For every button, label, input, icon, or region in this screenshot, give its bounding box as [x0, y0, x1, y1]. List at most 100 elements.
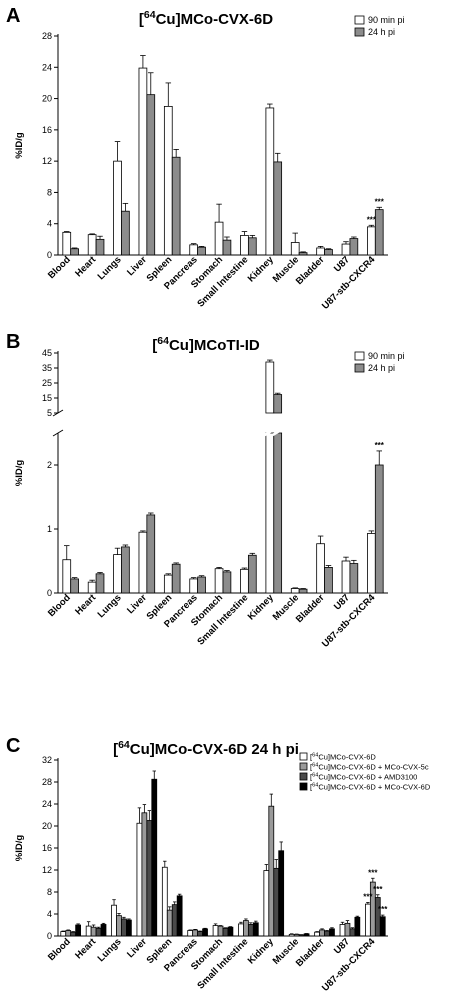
chart-title-prefix: [ — [152, 337, 157, 354]
bar — [278, 850, 285, 937]
bar — [163, 574, 173, 594]
bar — [187, 930, 194, 937]
category-label: Bladder — [294, 936, 327, 969]
bar — [324, 249, 333, 256]
bar — [121, 546, 130, 594]
legend-label-sup: 64 — [312, 753, 318, 759]
legend-label-suffix: Cu]MCo-CVX-6D + MCo-CVX-6D — [318, 783, 430, 792]
y-tick-label: 0 — [47, 588, 52, 598]
category-label: Heart — [73, 936, 99, 962]
legend-label-prefix: [ — [310, 753, 313, 762]
y-tick-label: 28 — [42, 777, 52, 787]
bar — [146, 820, 153, 937]
y-tick-label: 8 — [47, 887, 52, 897]
panel-B: B [64Cu]MCoTI-ID515253545012%ID/g***Blood… — [6, 331, 405, 650]
bar — [374, 464, 384, 594]
bar — [263, 870, 270, 937]
bar — [138, 67, 148, 256]
legend-label: 24 h pi — [368, 27, 395, 37]
bar — [146, 514, 156, 594]
bar — [339, 924, 346, 937]
bar — [163, 105, 173, 256]
y-tick-label: 15 — [42, 393, 52, 403]
significance-label: *** — [367, 215, 377, 224]
bar — [100, 924, 107, 937]
y-axis-label: %ID/g — [14, 132, 25, 159]
bar — [70, 931, 77, 937]
bar — [113, 160, 122, 256]
bar — [268, 805, 275, 937]
panel-letter: A — [6, 5, 20, 27]
bar — [197, 931, 203, 937]
bar — [176, 895, 183, 937]
category-label: Bladder — [294, 254, 327, 287]
legend-label: [64Cu]MCo-CVX-6D + MCo-CVX-5c — [310, 763, 429, 772]
bar — [60, 931, 67, 937]
bar — [222, 927, 229, 937]
bar — [273, 161, 283, 256]
panel-letter: C — [6, 735, 20, 757]
bar — [87, 581, 97, 594]
bar — [222, 571, 232, 594]
bar — [349, 928, 356, 937]
y-axis-label: %ID/g — [14, 835, 25, 862]
bar — [238, 923, 244, 937]
panel-letter: B — [6, 331, 20, 353]
bar — [298, 934, 305, 937]
bar — [141, 812, 148, 937]
category-label: Kidney — [246, 254, 277, 285]
bar — [189, 244, 199, 256]
y-tick-label: 25 — [42, 378, 52, 388]
bar — [212, 925, 219, 937]
legend-label-suffix: Cu]MCo-CVX-6D — [318, 753, 376, 762]
bar — [314, 931, 320, 937]
y-tick-label: 0 — [47, 931, 52, 941]
category-label: Kidney — [246, 592, 277, 623]
legend-label-sup: 64 — [312, 773, 318, 779]
legend-label: [64Cu]MCo-CVX-6D + AMD3100 — [310, 773, 417, 782]
bar — [319, 929, 325, 937]
bar — [197, 576, 206, 594]
bar — [273, 394, 283, 414]
bar — [367, 226, 376, 256]
legend-swatch — [299, 762, 308, 771]
legend-label: 24 h pi — [368, 363, 395, 373]
significance-label: *** — [375, 197, 385, 206]
bar — [298, 252, 308, 256]
bar — [247, 924, 254, 937]
bar — [116, 915, 122, 937]
bar — [324, 567, 333, 594]
significance-label: *** — [373, 885, 383, 894]
bar — [290, 242, 300, 256]
bar — [316, 543, 325, 594]
bar — [192, 929, 199, 937]
chart-title-suffix: Cu]MCo-CVX-6D — [156, 11, 274, 28]
bar — [90, 926, 97, 937]
y-tick-label: 20 — [42, 821, 52, 831]
bar — [171, 563, 181, 594]
axis-break-mark — [52, 429, 64, 437]
bar — [113, 554, 122, 594]
bar — [273, 867, 280, 937]
bar — [85, 925, 92, 937]
chart-title-sup: 64 — [144, 9, 156, 21]
y-tick-label: 5 — [47, 408, 52, 418]
bar — [240, 235, 249, 256]
y-tick-label: 2 — [47, 460, 52, 470]
y-tick-label: 4 — [47, 219, 52, 229]
bar — [365, 903, 371, 937]
category-label: Heart — [73, 592, 99, 618]
legend-swatch — [354, 351, 365, 361]
bar — [126, 919, 132, 937]
bar — [65, 930, 72, 937]
bar — [367, 533, 376, 594]
bar — [75, 924, 81, 937]
bar — [95, 927, 102, 937]
y-tick-label: 4 — [47, 909, 52, 919]
category-label: U87 — [332, 592, 352, 612]
bar — [288, 933, 295, 937]
bar-break-gap — [272, 427, 284, 437]
y-tick-label: 24 — [42, 62, 52, 72]
bar — [379, 916, 386, 937]
legend-label-sup: 64 — [312, 783, 318, 789]
